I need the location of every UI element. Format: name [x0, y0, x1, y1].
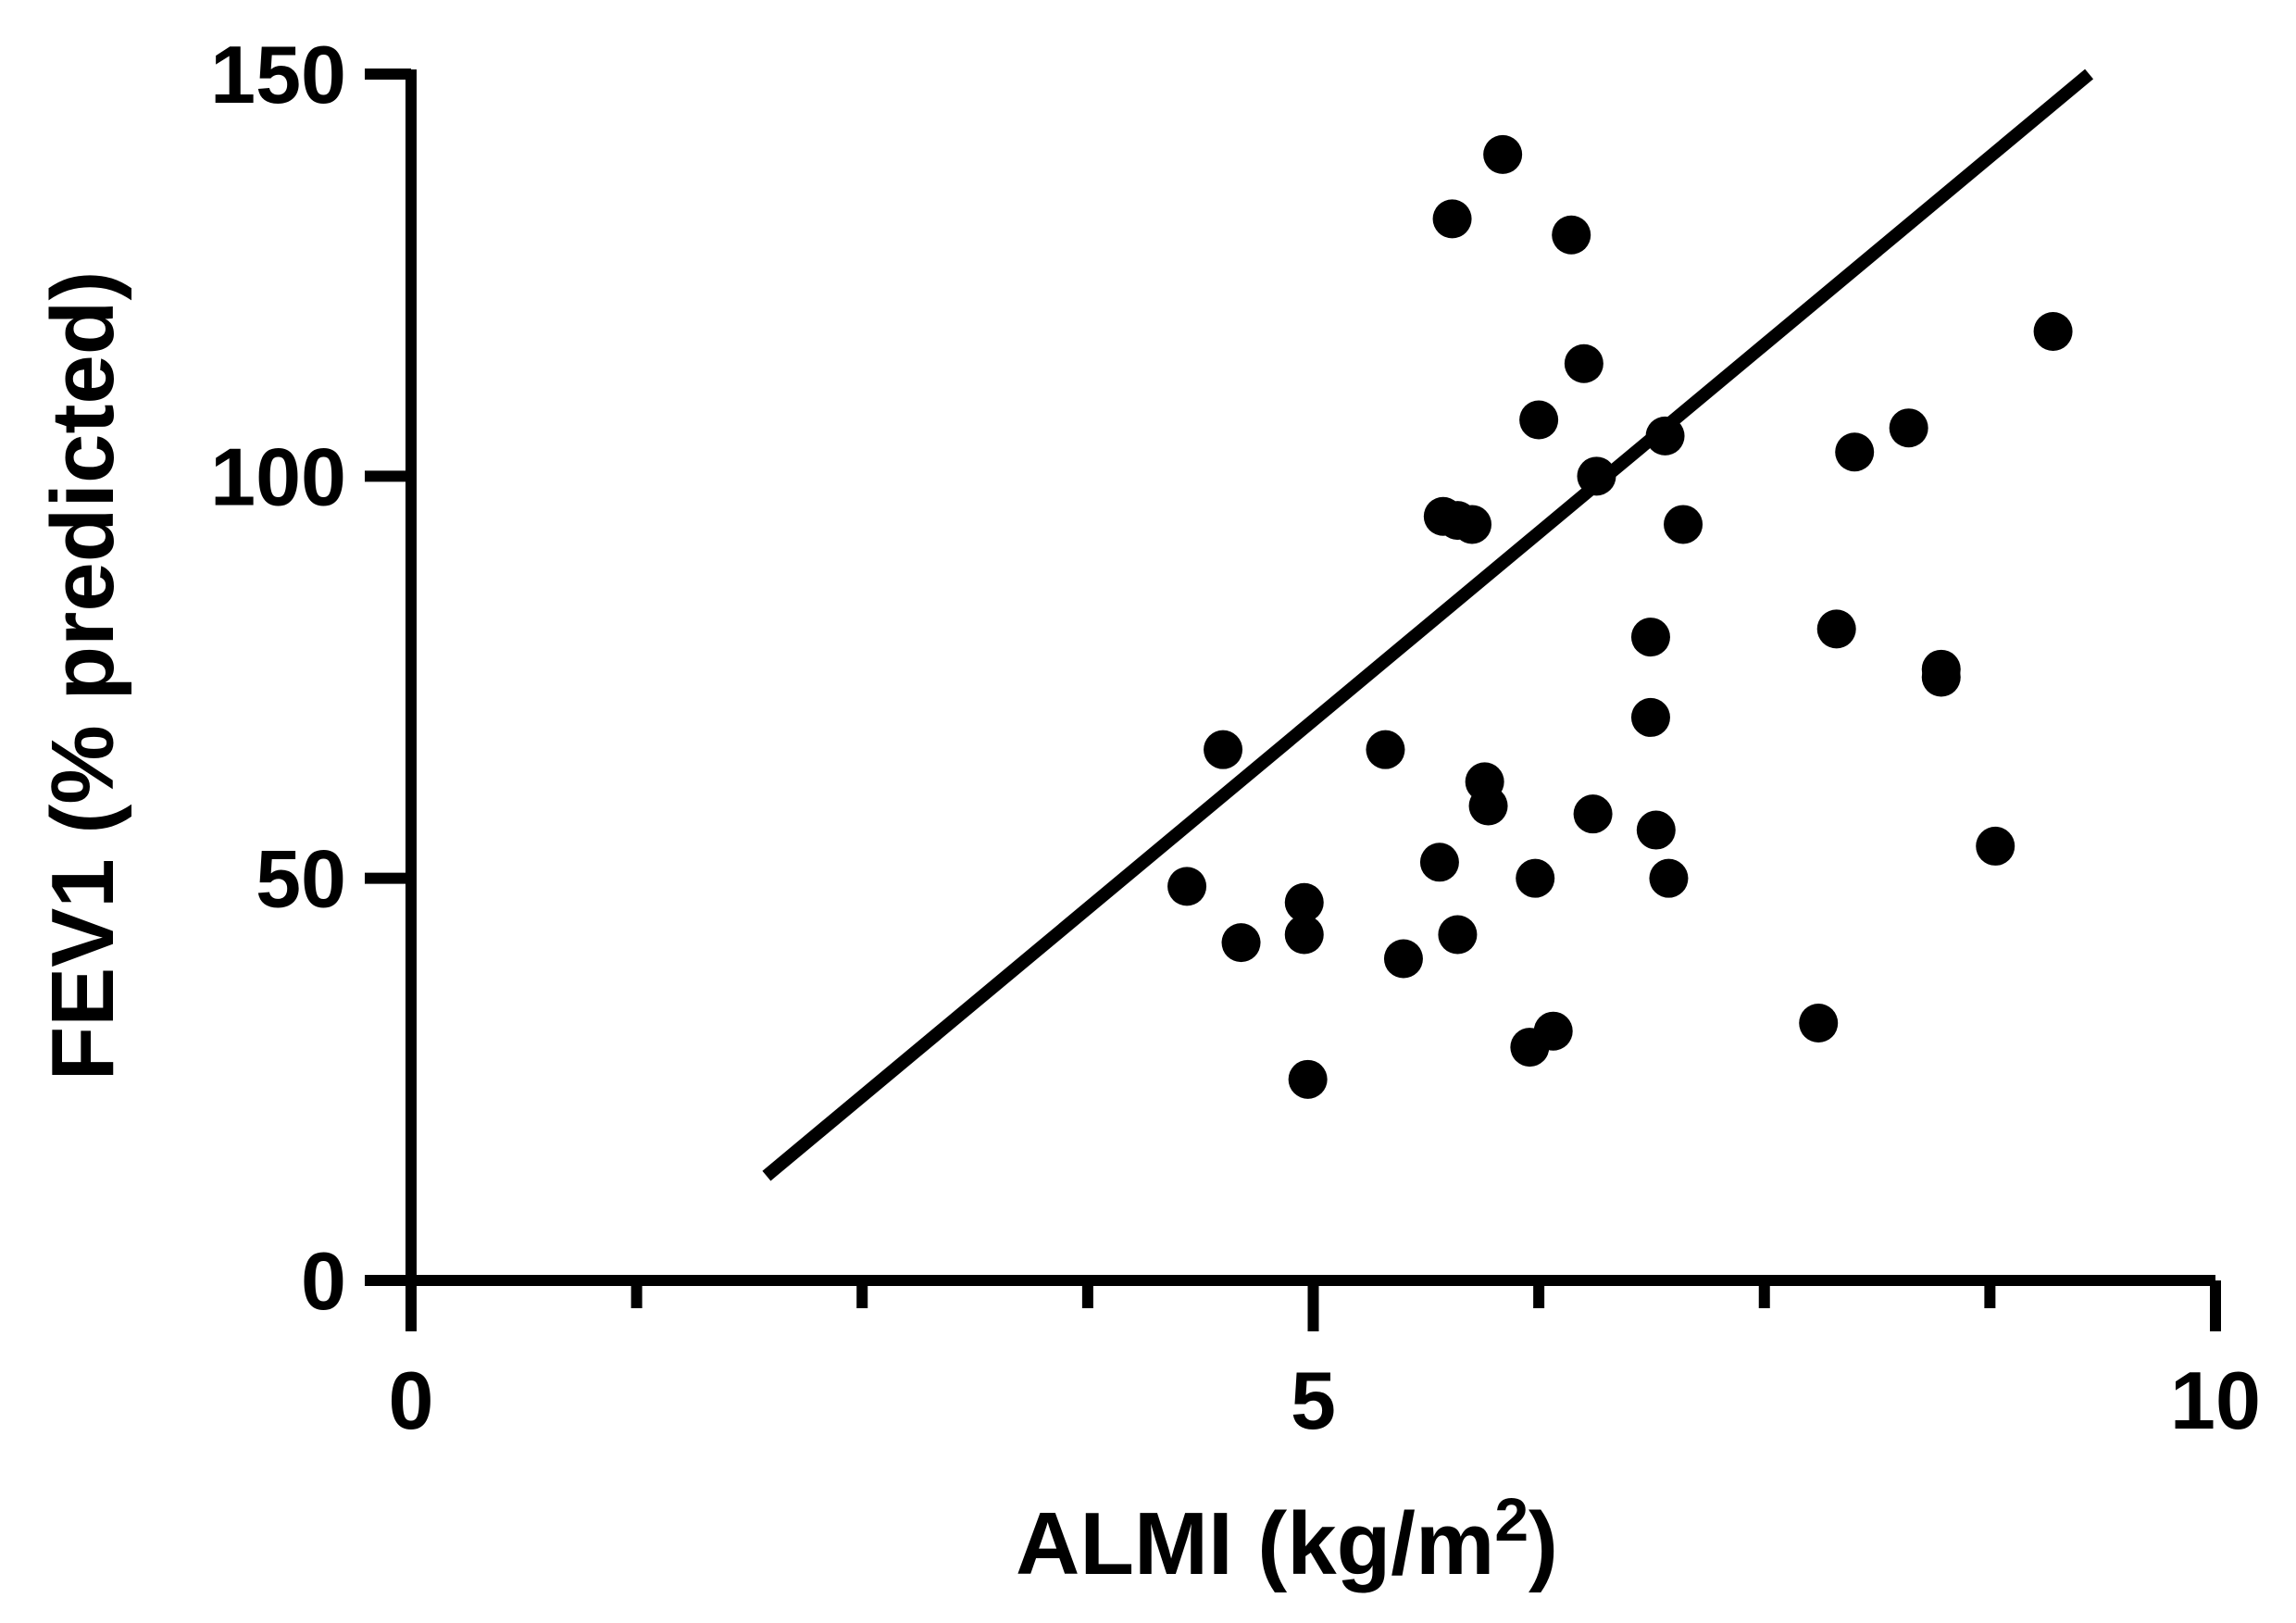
- data-point: [1552, 215, 1591, 255]
- data-point: [1664, 505, 1703, 544]
- data-point: [1221, 923, 1261, 963]
- data-point: [1533, 1011, 1573, 1051]
- data-point: [1573, 794, 1613, 834]
- data-point: [1383, 939, 1423, 979]
- x-axis-title: ALMI (kg/m2): [1016, 1485, 1558, 1593]
- y-axis-title: FEV1 (% predicted): [33, 271, 132, 1081]
- y-axis-ticks: [365, 69, 411, 1286]
- y-axis-tick-labels: 0 50 100 150: [210, 29, 346, 1327]
- data-point: [1288, 1059, 1328, 1099]
- data-point: [1284, 915, 1324, 955]
- data-point: [1645, 416, 1685, 456]
- x-axis-title-superscript: 2: [1494, 1485, 1529, 1554]
- data-point: [1835, 432, 1875, 472]
- regression-line: [762, 69, 2094, 1181]
- data-point: [1630, 618, 1670, 657]
- x-axis-tick-labels: 0 5 10: [389, 1355, 2261, 1446]
- data-point: [1167, 867, 1207, 906]
- data-point: [1419, 843, 1459, 882]
- data-point: [1483, 134, 1523, 174]
- x-tick-label: 10: [2170, 1355, 2261, 1446]
- data-point: [1649, 858, 1689, 898]
- data-point: [1453, 505, 1492, 544]
- x-axis-ticks: [406, 1280, 2221, 1331]
- data-point: [1516, 858, 1555, 898]
- data-point: [1636, 810, 1676, 850]
- data-point: [2033, 311, 2073, 351]
- data-point: [1577, 456, 1616, 496]
- data-point: [1284, 882, 1324, 922]
- data-point: [1366, 730, 1405, 769]
- data-point: [1432, 199, 1472, 239]
- data-point: [1204, 730, 1243, 769]
- data-point: [1438, 915, 1478, 955]
- data-point: [1889, 408, 1928, 448]
- y-tick-label: 0: [301, 1235, 346, 1327]
- data-point: [1976, 826, 2015, 866]
- y-tick-label: 50: [256, 833, 346, 925]
- y-tick-label: 150: [210, 29, 346, 120]
- regression-line-group: [762, 69, 2094, 1181]
- data-points: [1167, 134, 2073, 1099]
- x-tick-label: 5: [1291, 1355, 1336, 1446]
- x-axis-title-suffix: ): [1529, 1494, 1558, 1593]
- x-tick-label: 0: [389, 1355, 434, 1446]
- y-tick-label: 100: [210, 431, 346, 522]
- data-point: [1921, 649, 1961, 689]
- data-point: [1564, 343, 1603, 383]
- data-point: [1799, 1004, 1839, 1043]
- data-point: [1519, 400, 1559, 440]
- data-point: [1630, 697, 1670, 737]
- data-point: [1816, 609, 1856, 649]
- data-point: [1468, 786, 1508, 826]
